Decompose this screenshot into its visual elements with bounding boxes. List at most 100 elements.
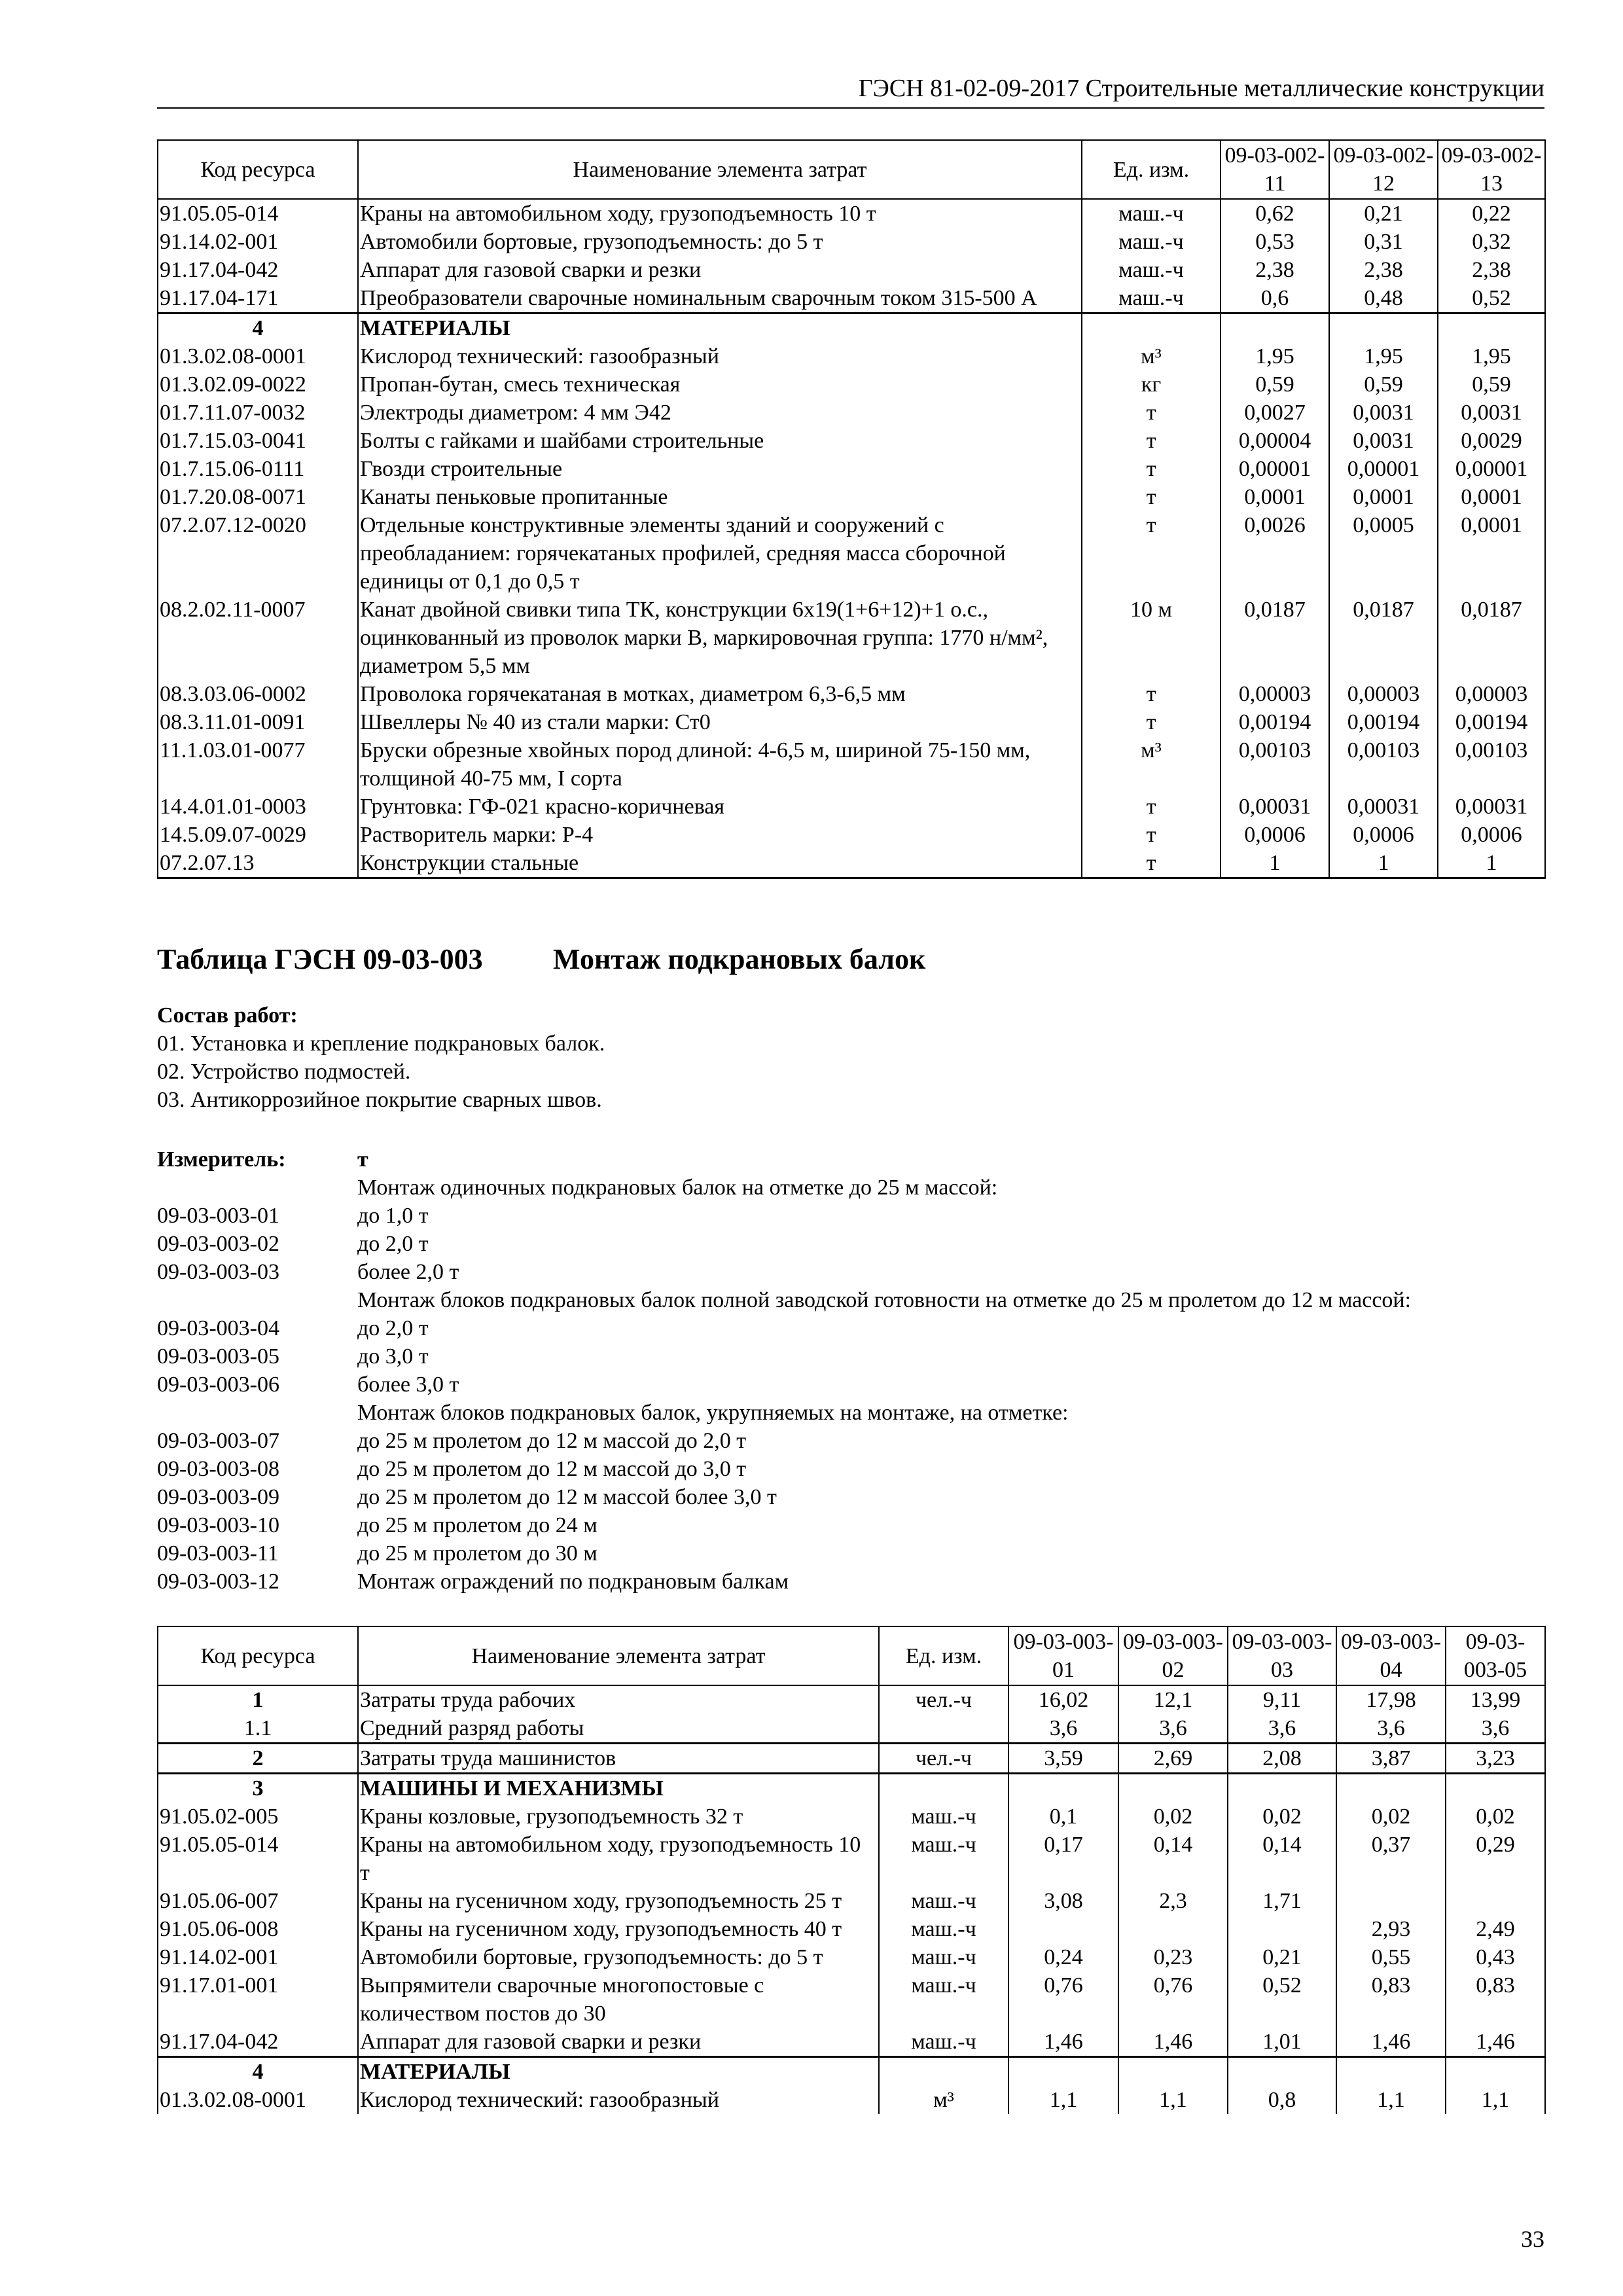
norm-value: 0,0006 (1329, 821, 1438, 849)
norm-value: 3,6 (1336, 1714, 1446, 1744)
norm-value: 3,08 (1008, 1887, 1119, 1915)
unit: м³ (1081, 342, 1221, 370)
norm-value: 0,0001 (1437, 511, 1546, 596)
unit: т (1081, 680, 1221, 708)
resource-code: 01.7.15.06-0111 (157, 455, 359, 483)
norm-value: 0,0001 (1437, 483, 1546, 511)
norm-value: 0,76 (1118, 1971, 1228, 2028)
norm-value: 2,49 (1445, 1915, 1546, 1943)
measure-item: Монтаж блоков подкрановых балок полной з… (157, 1286, 1411, 1314)
norm-value: 1,1 (1336, 2086, 1446, 2114)
norm-value: 1 (1437, 849, 1546, 879)
norm-description: более 2,0 т (357, 1260, 459, 1284)
norm-value: 0,0031 (1329, 399, 1438, 427)
norm-value: 2,93 (1336, 1915, 1446, 1943)
resource-name: Затраты труда рабочих (357, 1685, 880, 1714)
norm-value: 0,0001 (1220, 483, 1330, 511)
resource-code: 91.05.06-008 (157, 1915, 359, 1943)
norm-value (1437, 312, 1546, 342)
norm-value: 0,21 (1227, 1943, 1337, 1971)
resource-code: 01.7.11.07-0032 (157, 399, 359, 427)
norm-value: 0,02 (1227, 1803, 1337, 1831)
table-row: 08.2.02.11-0007 Канат двойной свивки типа… (157, 596, 1546, 680)
norm-value (1329, 312, 1438, 342)
norm-description: до 2,0 т (357, 1316, 429, 1340)
header-norm-code: 09-03-003-03 (1227, 1626, 1337, 1686)
running-header: ГЭСН 81-02-09-2017 Строительные металлич… (157, 73, 1544, 109)
unit: т (1081, 849, 1221, 879)
norm-description: до 25 м пролетом до 24 м (357, 1513, 597, 1537)
norm-value: 0,48 (1329, 284, 1438, 314)
norm-value: 9,11 (1227, 1685, 1337, 1714)
table-row: 01.3.02.08-0001 Кислород технический: газ… (157, 2086, 1546, 2114)
norm-value: 0,00004 (1220, 427, 1330, 455)
norm-value: 0,32 (1437, 228, 1546, 256)
norm-value: 0,00194 (1329, 708, 1438, 736)
norm-value (1227, 2056, 1337, 2086)
norm-value: 12,1 (1118, 1685, 1228, 1714)
unit: маш.-ч (878, 1887, 1009, 1915)
measure-item: 09-03-003-02 до 2,0 т (157, 1230, 1411, 1258)
norm-value: 1,46 (1118, 2028, 1228, 2057)
norm-value: 0,6 (1220, 284, 1330, 314)
unit: маш.-ч (878, 2028, 1009, 2057)
norm-value: 2,69 (1118, 1742, 1228, 1774)
norm-value (1008, 1915, 1119, 1943)
norm-value: 0,23 (1118, 1943, 1228, 1971)
unit: маш.-ч (1081, 284, 1221, 314)
table-row: 91.17.04-171 Преобразователи сварочные но… (157, 284, 1546, 314)
norm-value: 1,95 (1329, 342, 1438, 370)
table-row: 01.7.20.08-0071 Канаты пеньковые пропитан… (157, 483, 1546, 511)
resource-name: МАТЕРИАЛЫ (357, 312, 1082, 342)
norm-value: 0,31 (1329, 228, 1438, 256)
resource-name: Краны козловые, грузоподъемность 32 т (357, 1803, 880, 1831)
unit: маш.-ч (878, 1971, 1009, 2028)
resource-name: Гвозди строительные (357, 455, 1082, 483)
unit (1081, 312, 1221, 342)
norm-code: 09-03-003-11 (157, 1541, 279, 1566)
norm-value: 1,46 (1445, 2028, 1546, 2057)
table-row: 2 Затраты труда машинистов чел.-ч 3,59 2,69 2… (157, 1742, 1546, 1774)
header-norm-code: 09-03-003-02 (1118, 1626, 1228, 1686)
norm-value: 0,76 (1008, 1971, 1119, 2028)
norm-value: 3,6 (1118, 1714, 1228, 1744)
unit: маш.-ч (878, 1831, 1009, 1887)
norm-code: 09-03-003-01 (157, 1204, 279, 1228)
unit: 10 м (1081, 596, 1221, 680)
header-name: Наименование элемента затрат (357, 1626, 880, 1686)
norm-value: 1,01 (1227, 2028, 1337, 2057)
resource-code: 91.05.02-005 (157, 1803, 359, 1831)
measure-list: Измеритель: т Монтаж одиночных подкрановы… (157, 1145, 1411, 1596)
resource-name: Болты с гайками и шайбами строительные (357, 427, 1082, 455)
measure-item: 09-03-003-07 до 25 м пролетом до 12 м мас… (157, 1427, 1411, 1455)
unit: м³ (878, 2086, 1009, 2114)
resource-name: Отдельные конструктивные элементы зданий… (357, 511, 1082, 596)
norm-value (1445, 1887, 1546, 1915)
table-row: 07.2.07.13 Конструкции стальные т 1 1 1 (157, 849, 1546, 879)
norm-value: 0,24 (1008, 1943, 1119, 1971)
resource-name: Швеллеры № 40 из стали марки: Ст0 (357, 708, 1082, 736)
unit: т (1081, 399, 1221, 427)
norm-value: 0,53 (1220, 228, 1330, 256)
resource-code: 07.2.07.12-0020 (157, 511, 359, 596)
header-norm-code: 09-03-003-05 (1445, 1626, 1546, 1686)
norm-value: 1,1 (1118, 2086, 1228, 2114)
norm-value: 0,02 (1445, 1803, 1546, 1831)
unit: т (1081, 793, 1221, 821)
norm-value (1227, 1772, 1337, 1803)
norm-value: 1 (1329, 849, 1438, 879)
norm-description: Монтаж блоков подкрановых балок полной з… (357, 1288, 1412, 1312)
norm-value: 0,00194 (1220, 708, 1330, 736)
resource-name: МАШИНЫ И МЕХАНИЗМЫ (357, 1772, 880, 1803)
norm-value: 0,00001 (1437, 455, 1546, 483)
norm-value: 0,0006 (1437, 821, 1546, 849)
resource-code: 2 (157, 1742, 359, 1774)
norm-value: 0,0187 (1220, 596, 1330, 680)
resource-name: Пропан-бутан, смесь техническая (357, 370, 1082, 399)
norm-value (1445, 1772, 1546, 1803)
norm-value: 3,6 (1008, 1714, 1119, 1744)
norm-value (1336, 2056, 1446, 2086)
norm-description: более 3,0 т (357, 1372, 459, 1397)
measure-item: 09-03-003-12 Монтаж ограждений по подкран… (157, 1568, 1411, 1596)
resource-code: 91.14.02-001 (157, 1943, 359, 1971)
